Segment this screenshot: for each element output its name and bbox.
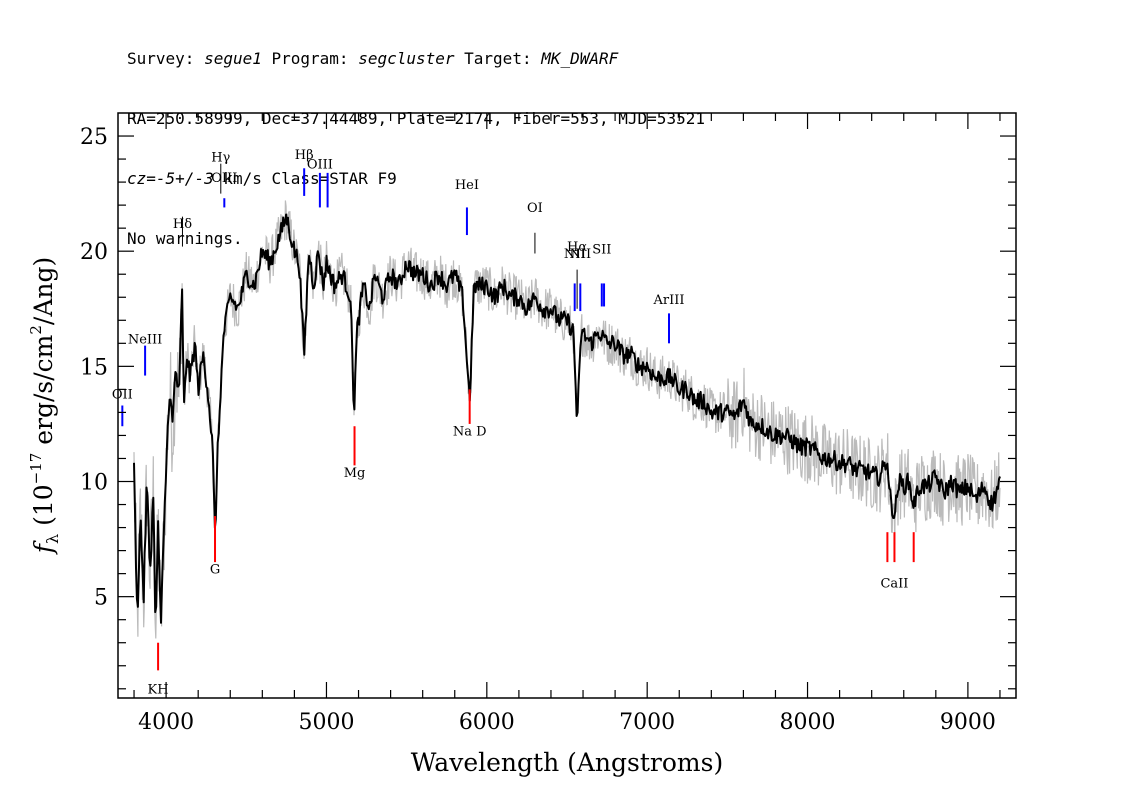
- spectral-line-label: ArIII: [652, 293, 684, 308]
- survey-key: Survey:: [127, 49, 205, 68]
- header-line-warnings: No warnings.: [127, 229, 243, 248]
- y-axis-title-mid: erg/s/cm: [29, 334, 58, 452]
- target-value: MK_DWARF: [541, 49, 619, 68]
- spectral-line-label: HeI: [455, 178, 479, 193]
- y-axis-title-exponent: −17: [27, 453, 45, 485]
- x-tick-label: 4000: [138, 710, 194, 735]
- x-tick-label: 7000: [619, 710, 675, 735]
- spectral-line-label: NII: [569, 247, 591, 262]
- spectral-line-label: Hβ: [295, 148, 314, 163]
- spectral-line-label: NII: [564, 247, 586, 262]
- flux-smoothed-line: [133, 213, 1001, 624]
- y-tick-label: 20: [80, 240, 108, 265]
- spectral-line-label: G: [210, 563, 220, 578]
- spectral-line-label: CaII: [880, 576, 908, 591]
- y-tick-label: 5: [94, 586, 108, 611]
- axis-tick-labels-group: 4000 5000 6000 7000 8000 9000 5 10 15 20 25: [80, 125, 996, 735]
- x-axis-title: Wavelength (Angstroms): [411, 748, 723, 777]
- spectral-line-label: OIII: [211, 171, 237, 186]
- header-line-survey: Survey: segue1 Program: segcluster Targe…: [127, 49, 705, 69]
- flux-noise-band: [133, 200, 1001, 639]
- spectral-line-label: Hα: [567, 240, 587, 255]
- spectral-line-label: OI: [527, 201, 543, 216]
- y-axis-title-squared: 2: [27, 325, 45, 335]
- program-value: segcluster: [358, 49, 455, 68]
- y-axis-title-lambda: λ: [43, 534, 62, 544]
- flux-series-group: [133, 213, 1001, 624]
- y-tick-label: 10: [80, 471, 108, 496]
- y-tick-label: 25: [80, 125, 108, 150]
- spectral-line-label: Hγ: [211, 150, 230, 165]
- x-tick-label: 8000: [780, 710, 836, 735]
- cz-equals: =: [146, 169, 156, 188]
- spectral-line-label: KH: [148, 682, 169, 697]
- spectral-line-label: Na D: [453, 424, 487, 439]
- y-axis-title-f: f: [29, 540, 58, 555]
- survey-value: segue1: [204, 49, 262, 68]
- y-axis-title-post: /Ang): [29, 257, 58, 325]
- axis-ticks-group: [118, 113, 1016, 698]
- spectral-line-label: SII: [592, 242, 611, 257]
- x-tick-label: 6000: [459, 710, 515, 735]
- y-axis-title: fλ (10−17 erg/s/cm2/Ang): [27, 257, 62, 556]
- flux-noise-line: [133, 200, 1001, 639]
- cz-value: -5+/-3: [155, 169, 214, 188]
- spectral-line-label: OIII: [307, 157, 333, 172]
- y-axis-title-pre: (10: [29, 484, 58, 534]
- y-tick-label: 15: [80, 355, 108, 380]
- plot-frame: [117, 112, 1017, 699]
- spectral-line-label: NeIII: [128, 332, 162, 347]
- spectral-line-label: Mg: [344, 466, 366, 481]
- target-key: Target:: [454, 49, 542, 68]
- cz-key: cz: [127, 169, 147, 188]
- header-line-redshift: cz=-5+/-3 km/s Class=STAR F9: [127, 169, 705, 189]
- program-key: Program:: [261, 49, 359, 68]
- x-tick-label: 9000: [940, 710, 996, 735]
- x-tick-label: 5000: [298, 710, 354, 735]
- spectral-line-label: Hδ: [173, 217, 192, 232]
- spectral-line-label: OII: [112, 388, 133, 403]
